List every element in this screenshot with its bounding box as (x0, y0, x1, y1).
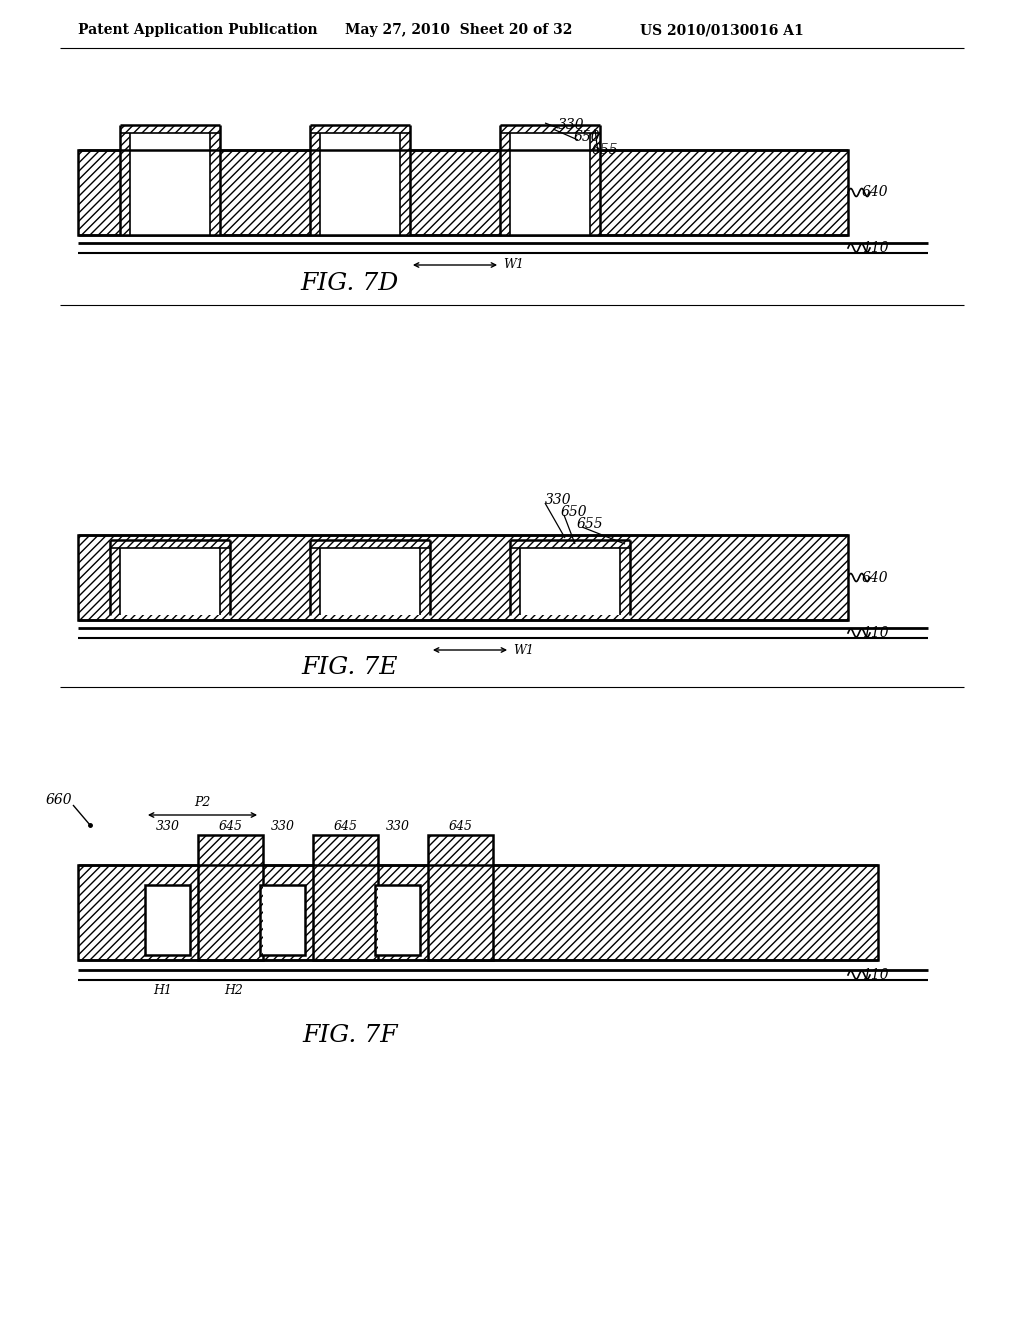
Bar (510, 133, 590, 235)
Bar (120, 133, 130, 235)
Text: Patent Application Publication: Patent Application Publication (78, 22, 317, 37)
Bar (428, 836, 493, 960)
Bar (310, 540, 430, 548)
Bar (198, 836, 263, 960)
Bar (375, 884, 420, 954)
Bar (310, 125, 410, 235)
Bar (510, 540, 630, 548)
Bar (260, 884, 305, 954)
Bar (420, 548, 430, 615)
Bar (120, 133, 130, 235)
Text: 330: 330 (270, 821, 295, 833)
Bar (310, 540, 430, 615)
Text: 655: 655 (592, 143, 618, 157)
Text: 110: 110 (862, 626, 889, 640)
Bar (198, 836, 263, 960)
Bar (500, 125, 600, 133)
Bar (120, 548, 220, 615)
Bar (310, 133, 319, 235)
Bar (500, 133, 510, 235)
Text: 655: 655 (577, 517, 603, 531)
Text: 640: 640 (862, 186, 889, 199)
Bar (110, 540, 230, 548)
Bar (110, 540, 230, 548)
Bar (428, 836, 493, 960)
Text: 330: 330 (558, 117, 585, 132)
Bar (400, 133, 410, 235)
Text: US 2010/0130016 A1: US 2010/0130016 A1 (640, 22, 804, 37)
Bar (590, 133, 600, 235)
Text: 640: 640 (862, 570, 889, 585)
Text: 110: 110 (862, 242, 889, 255)
Bar (145, 884, 190, 954)
Text: 330: 330 (156, 821, 179, 833)
Text: 645: 645 (449, 821, 472, 833)
Bar (110, 540, 230, 615)
Text: 650: 650 (574, 129, 601, 144)
Bar (400, 133, 410, 235)
Text: H1: H1 (153, 983, 172, 997)
Bar (78, 865, 878, 960)
Bar (78, 865, 878, 960)
Text: W1: W1 (503, 259, 524, 272)
Text: 645: 645 (218, 821, 243, 833)
Bar (78, 150, 848, 235)
Text: 650: 650 (561, 506, 588, 519)
Bar (510, 540, 630, 615)
Text: May 27, 2010  Sheet 20 of 32: May 27, 2010 Sheet 20 of 32 (345, 22, 572, 37)
Text: 330: 330 (545, 492, 571, 507)
Bar (310, 125, 410, 133)
Bar (620, 548, 630, 615)
Bar (313, 836, 378, 960)
Bar (510, 548, 520, 615)
Bar (510, 540, 630, 548)
Bar (310, 548, 319, 615)
Bar (220, 548, 230, 615)
Bar (420, 548, 430, 615)
Text: 330: 330 (385, 821, 410, 833)
Bar (110, 548, 120, 615)
Bar (500, 133, 510, 235)
Bar (590, 133, 600, 235)
Bar (319, 133, 400, 235)
Bar (120, 125, 220, 133)
Text: P2: P2 (195, 796, 211, 809)
Text: FIG. 7F: FIG. 7F (302, 1023, 397, 1047)
Text: W1: W1 (513, 644, 534, 656)
Bar (78, 535, 848, 620)
Bar (210, 133, 220, 235)
Bar (375, 884, 420, 954)
Bar (500, 125, 600, 133)
Text: 660: 660 (45, 793, 72, 807)
Bar (313, 836, 378, 960)
Bar (130, 133, 210, 235)
Bar (78, 535, 848, 620)
Bar (210, 133, 220, 235)
Bar (520, 548, 620, 615)
Bar (220, 548, 230, 615)
Bar (310, 540, 430, 548)
Text: 645: 645 (334, 821, 357, 833)
Bar (110, 548, 120, 615)
Text: 110: 110 (862, 968, 889, 982)
Bar (78, 150, 848, 235)
Bar (120, 125, 220, 235)
Text: FIG. 7D: FIG. 7D (301, 272, 399, 294)
Bar (310, 133, 319, 235)
Bar (510, 548, 520, 615)
Bar (120, 125, 220, 133)
Bar (310, 125, 410, 133)
Bar (260, 884, 305, 954)
Text: FIG. 7E: FIG. 7E (302, 656, 398, 678)
Bar (310, 548, 319, 615)
Bar (500, 125, 600, 235)
Text: H2: H2 (224, 983, 243, 997)
Bar (620, 548, 630, 615)
Bar (145, 884, 190, 954)
Bar (319, 548, 420, 615)
